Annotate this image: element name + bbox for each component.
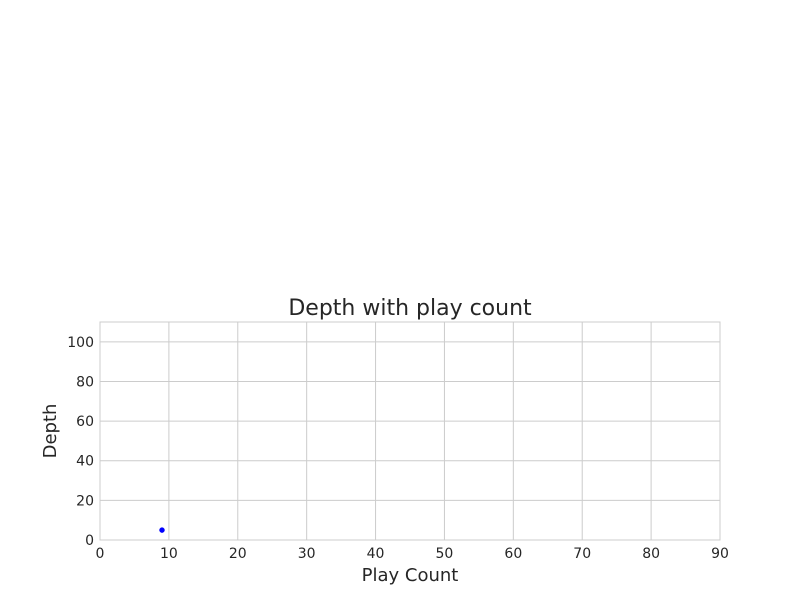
plot-frame xyxy=(99,321,721,541)
y-tick-label: 100 xyxy=(67,335,94,351)
y-axis-label: Depth xyxy=(40,404,61,459)
x-tick-label: 0 xyxy=(96,546,105,562)
grid xyxy=(100,322,720,540)
x-tick-label: 70 xyxy=(573,546,591,562)
x-tick-label: 30 xyxy=(298,546,316,562)
y-axis-ticks: 0 20 40 60 80 100 xyxy=(67,335,94,549)
y-tick-label: 40 xyxy=(76,454,94,470)
x-tick-label: 20 xyxy=(229,546,247,562)
x-tick-label: 90 xyxy=(711,546,729,562)
x-tick-label: 80 xyxy=(642,546,660,562)
x-axis-ticks: 0 10 20 30 40 50 60 70 80 90 xyxy=(96,546,729,562)
x-tick-label: 40 xyxy=(367,546,385,562)
plot-area xyxy=(100,322,720,540)
x-tick-label: 50 xyxy=(436,546,454,562)
data-points xyxy=(159,527,165,533)
x-axis-label: Play Count xyxy=(362,565,459,586)
data-point xyxy=(159,527,165,533)
chart-title: Depth with play count xyxy=(288,296,532,321)
y-tick-label: 20 xyxy=(76,493,94,509)
y-tick-label: 0 xyxy=(85,533,94,549)
y-tick-label: 80 xyxy=(76,374,94,390)
x-tick-label: 60 xyxy=(504,546,522,562)
x-tick-label: 10 xyxy=(160,546,178,562)
y-tick-label: 60 xyxy=(76,414,94,430)
